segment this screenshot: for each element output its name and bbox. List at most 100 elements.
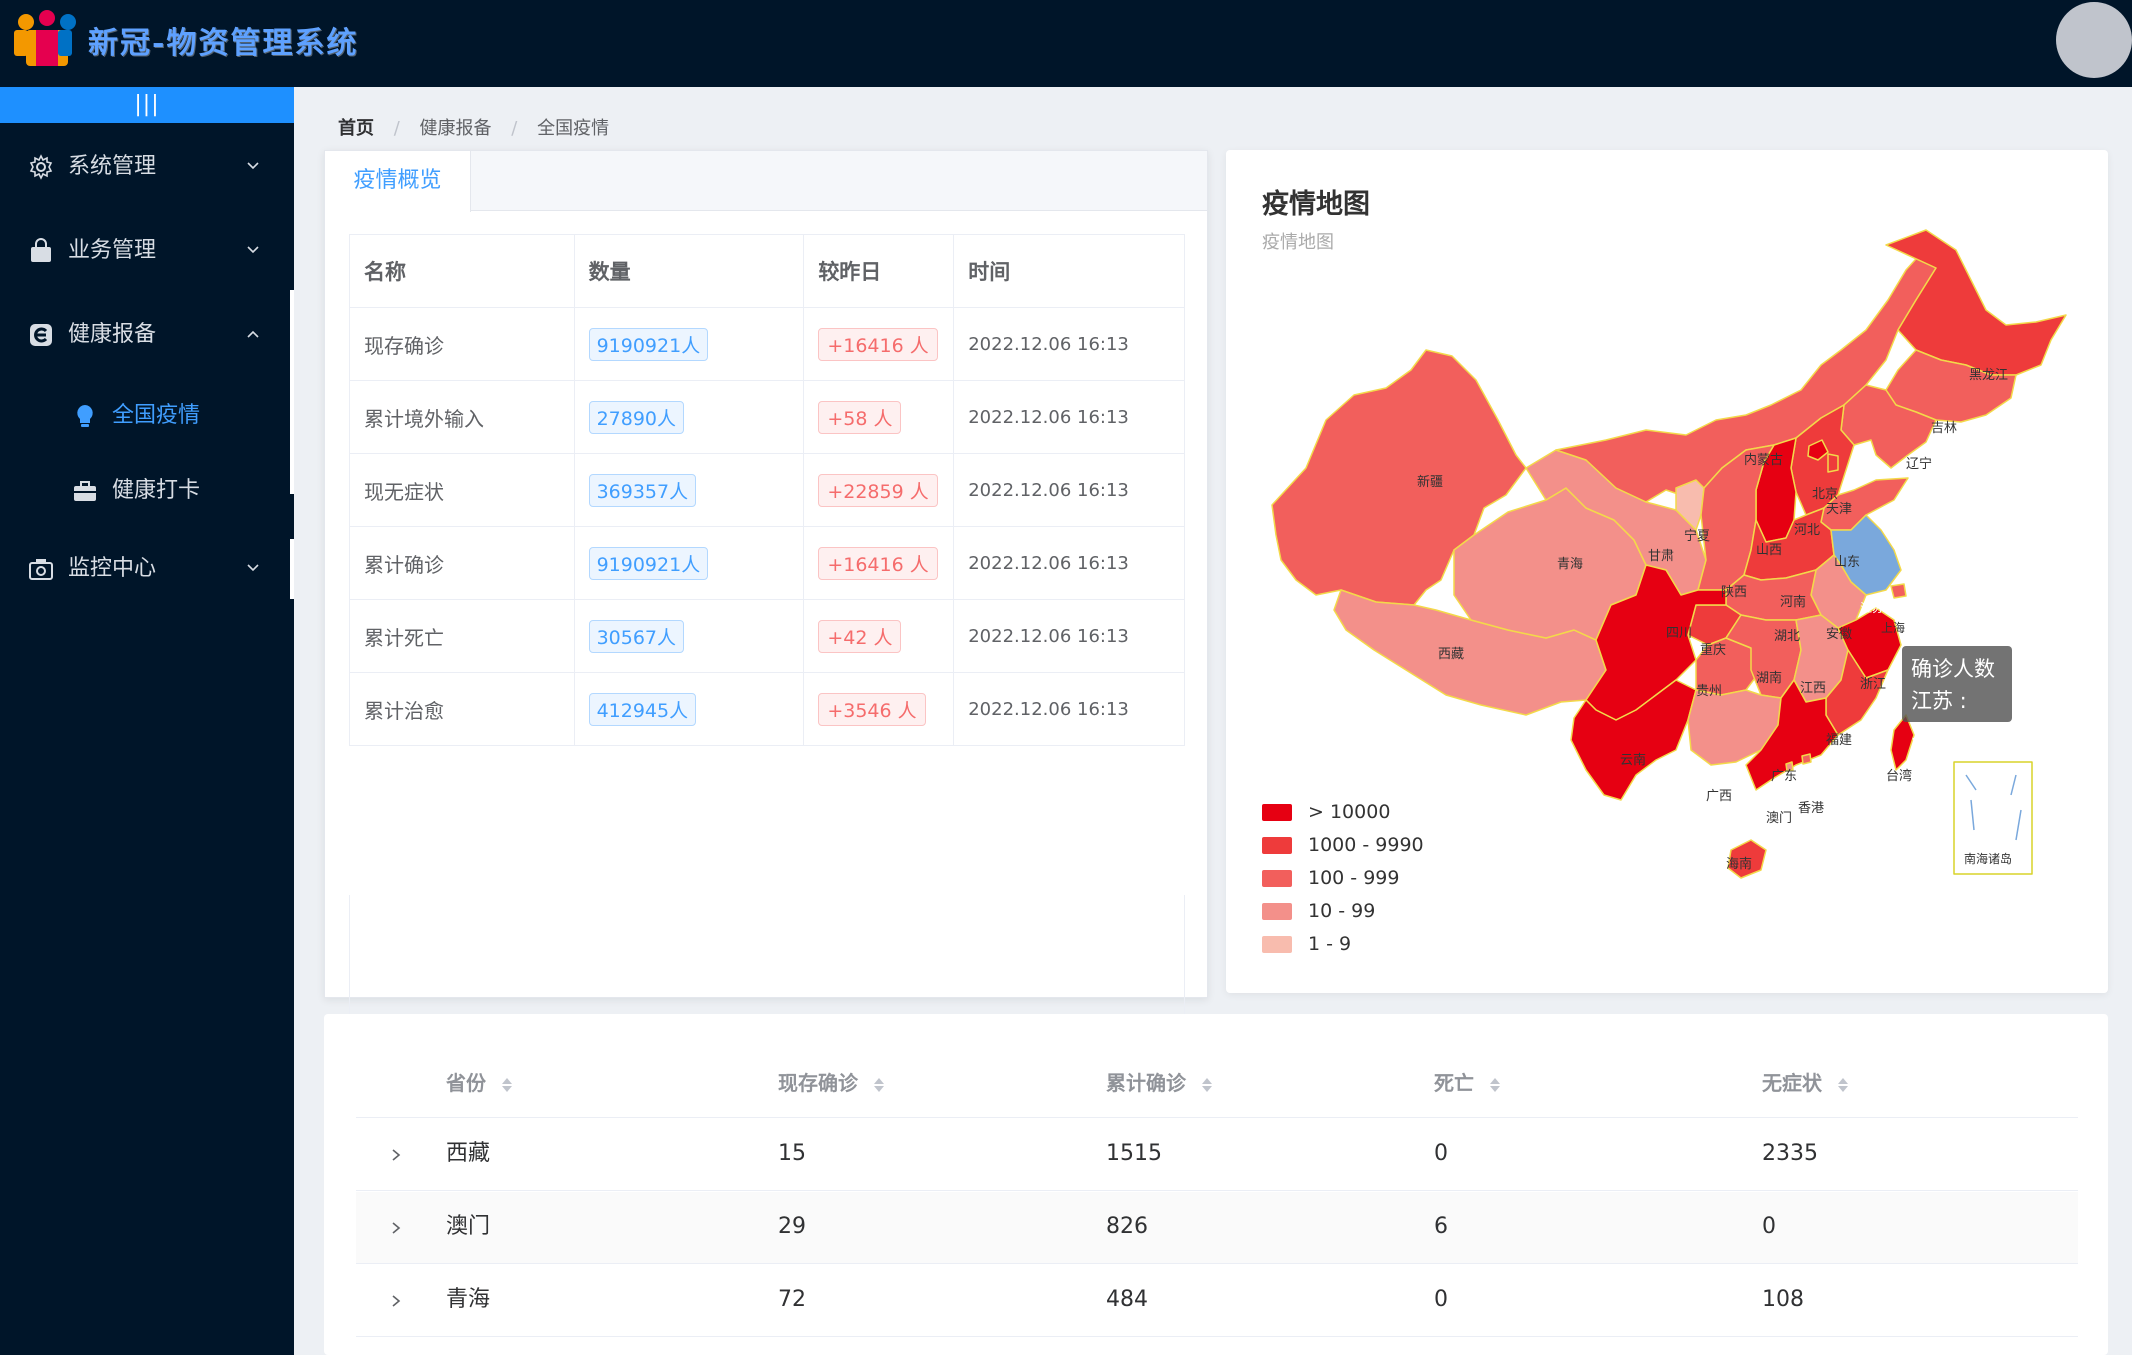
sidebar-item-business[interactable]: 业务管理 — [0, 221, 294, 281]
sidebar-subitem-label: 全国疫情 — [112, 403, 201, 428]
label-gansu: 甘肃 — [1648, 549, 1674, 564]
label-sichuan: 四川 — [1666, 626, 1692, 641]
label-tianjin: 天津 — [1826, 502, 1852, 517]
province-beijing[interactable] — [1807, 439, 1829, 461]
province-shanghai[interactable] — [1890, 583, 1907, 599]
avatar[interactable] — [2056, 2, 2132, 78]
column-header-total[interactable]: 累计确诊 — [1106, 1048, 1213, 1118]
logo-icon — [14, 10, 76, 66]
province-aomen[interactable] — [1785, 761, 1794, 772]
label-xianggang: 香港 — [1798, 801, 1824, 816]
province-yunnan[interactable] — [1570, 679, 1697, 801]
sidebar-item-health-report[interactable]: 健康报备 — [0, 305, 294, 365]
legend-swatch — [1262, 903, 1292, 920]
tab-bar: 疫情概览 — [325, 151, 1207, 212]
province-tianjin[interactable] — [1827, 453, 1839, 473]
count-tag: 412945人 — [588, 692, 697, 726]
app-title: 新冠-物资管理系统 — [88, 26, 359, 61]
chevron-down-icon — [247, 162, 259, 170]
sidebar-item-monitor[interactable]: 监控中心 — [0, 539, 294, 599]
label-nanhai: 南海诸岛 — [1964, 851, 2012, 866]
cell-asymptomatic: 108 — [1762, 1287, 1804, 1312]
label-shaanxi: 陕西 — [1721, 585, 1747, 600]
label-xinjiang: 新疆 — [1417, 474, 1443, 490]
menu-edge — [290, 539, 294, 599]
map-card: 疫情地图 疫情地图 — [1226, 150, 2108, 993]
table-row: 现无症状 369357人 +22859 人 2022.12.06 16:13 — [349, 453, 1185, 527]
legend-item[interactable]: 10 - 99 — [1262, 895, 1424, 928]
sidebar-subitem-national-epidemic[interactable]: 全国疫情 — [0, 386, 294, 446]
label-heilongjiang: 黑龙江 — [1969, 368, 2008, 383]
cell-death: 6 — [1434, 1214, 1448, 1239]
sort-icon[interactable] — [1201, 1076, 1213, 1094]
legend-item[interactable]: 100 - 999 — [1262, 862, 1424, 895]
row-name: 现存确诊 — [349, 307, 575, 381]
chevron-right-icon[interactable] — [390, 1220, 402, 1236]
chevron-right-icon[interactable] — [390, 1293, 402, 1309]
map-legend: > 10000 1000 - 9990 100 - 999 10 - 99 1 … — [1262, 796, 1424, 961]
label-jilin: 吉林 — [1931, 421, 1957, 436]
row-time: 2022.12.06 16:13 — [953, 453, 1185, 527]
sort-icon[interactable] — [873, 1076, 885, 1094]
sort-icon[interactable] — [1489, 1076, 1501, 1094]
tab-overview[interactable]: 疫情概览 — [325, 151, 471, 212]
legend-item[interactable]: 1 - 9 — [1262, 928, 1424, 961]
map-title: 疫情地图 — [1262, 189, 1370, 220]
province-xinjiang[interactable] — [1271, 349, 1527, 606]
table-row: 累计确诊 9190921人 +16416 人 2022.12.06 16:13 — [349, 526, 1185, 600]
legend-swatch — [1262, 870, 1292, 887]
label-hebei: 河北 — [1794, 523, 1820, 538]
breadcrumb-home[interactable]: 首页 — [338, 118, 374, 139]
column-header-current[interactable]: 现存确诊 — [778, 1048, 885, 1118]
legend-swatch — [1262, 936, 1292, 953]
chevron-down-icon — [247, 246, 259, 254]
label-aomen: 澳门 — [1766, 810, 1792, 826]
province-table-card: 省份 现存确诊 累计确诊 死亡 无症状 西藏 15 1515 0 2335 澳门… — [324, 1014, 2108, 1355]
sort-icon[interactable] — [501, 1076, 513, 1094]
table-row[interactable]: 澳门 29 826 6 0 — [356, 1192, 2078, 1264]
label-jiangsu: 江苏 — [1860, 601, 1884, 615]
label-taiwan: 台湾 — [1886, 768, 1912, 784]
column-header-death[interactable]: 死亡 — [1434, 1048, 1501, 1118]
column-header-province[interactable]: 省份 — [446, 1048, 513, 1118]
cell-total: 1515 — [1106, 1141, 1162, 1166]
china-map[interactable]: 新疆 西藏 青海 甘肃 宁夏 内蒙古 黑龙江 吉林 辽宁 北京 天津 河北 山西… — [1226, 150, 2108, 993]
province-heilongjiang[interactable] — [1885, 229, 2067, 376]
sort-icon[interactable] — [1837, 1076, 1849, 1094]
province-hainan[interactable] — [1727, 839, 1767, 879]
province-xianggang[interactable] — [1801, 753, 1812, 765]
label-zhejiang: 浙江 — [1860, 677, 1886, 692]
chevron-right-icon[interactable] — [390, 1147, 402, 1163]
label-guizhou: 贵州 — [1696, 684, 1722, 699]
legend-item[interactable]: > 10000 — [1262, 796, 1424, 829]
cell-province: 澳门 — [446, 1214, 491, 1239]
legend-item[interactable]: 1000 - 9990 — [1262, 829, 1424, 862]
shopping-bag-icon — [31, 238, 51, 262]
sidebar-item-label: 业务管理 — [68, 238, 157, 263]
delta-tag: +16416 人 — [818, 327, 938, 361]
breadcrumb-separator: / — [393, 118, 400, 139]
count-tag: 27890人 — [588, 400, 685, 434]
tooltip-value: 江苏 : 315 — [1911, 689, 1967, 745]
column-header-delta: 较昨日 — [803, 234, 955, 308]
table-row[interactable]: 西藏 15 1515 0 2335 — [356, 1119, 2078, 1191]
sidebar-collapse-button[interactable]: ||| — [0, 87, 294, 123]
row-time: 2022.12.06 16:13 — [953, 380, 1185, 454]
submenu-edge — [290, 290, 294, 494]
cell-province: 西藏 — [446, 1141, 491, 1166]
label-xizang: 西藏 — [1438, 647, 1464, 662]
health-report-icon — [30, 324, 52, 346]
table-row: 现存确诊 9190921人 +16416 人 2022.12.06 16:13 — [349, 307, 1185, 381]
label-fujian: 福建 — [1826, 733, 1852, 748]
legend-label: 10 - 99 — [1308, 900, 1376, 922]
breadcrumb-health-report: 健康报备 — [419, 118, 492, 139]
sidebar-subitem-health-checkin[interactable]: 健康打卡 — [0, 461, 294, 521]
delta-tag: +42 人 — [818, 619, 902, 653]
cell-current: 15 — [778, 1141, 806, 1166]
column-header-asymptomatic[interactable]: 无症状 — [1762, 1048, 1849, 1118]
table-row[interactable]: 青海 72 484 0 108 — [356, 1265, 2078, 1337]
sidebar-item-system[interactable]: 系统管理 — [0, 137, 294, 197]
label-chongqing: 重庆 — [1700, 642, 1726, 658]
table-row: 累计境外输入 27890人 +58 人 2022.12.06 16:13 — [349, 380, 1185, 454]
delta-tag: +58 人 — [818, 400, 902, 434]
